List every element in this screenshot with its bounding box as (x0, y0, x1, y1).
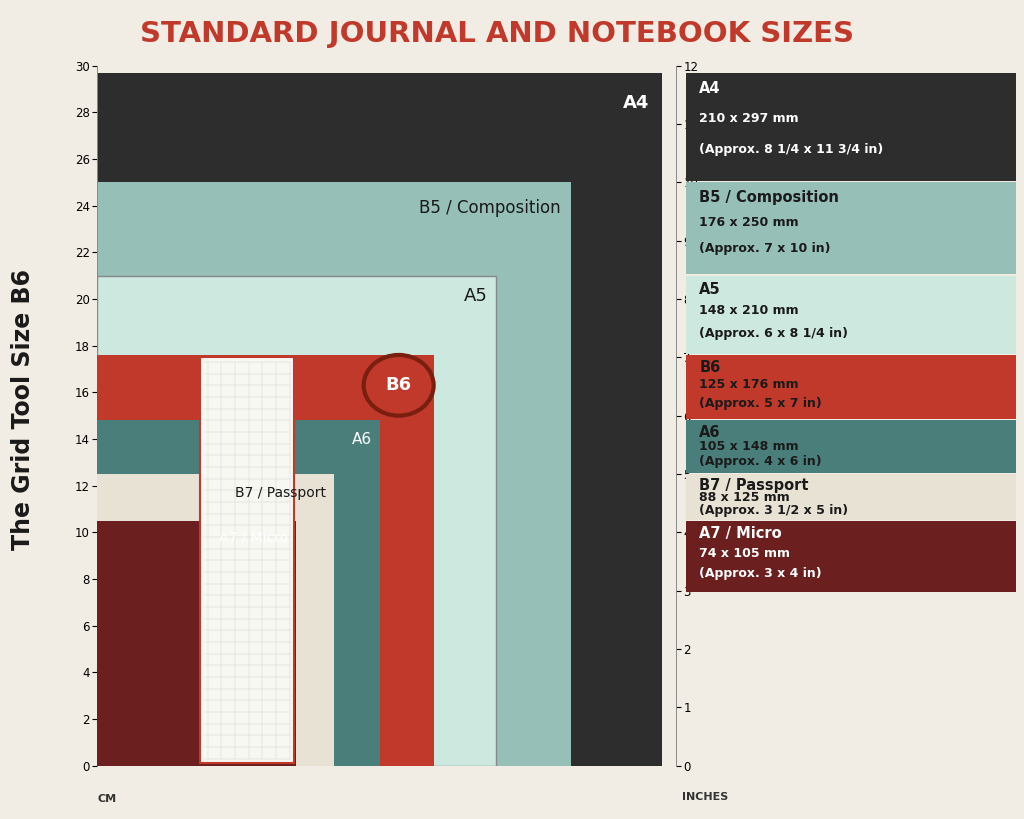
Text: (Approx. 5 x 7 in): (Approx. 5 x 7 in) (699, 396, 822, 410)
Bar (686, 474, 1016, 519)
Text: (Approx. 7 x 10 in): (Approx. 7 x 10 in) (699, 242, 830, 256)
Text: B7 / Passport: B7 / Passport (236, 486, 326, 500)
Text: A5: A5 (699, 282, 721, 296)
Text: (Approx. 4 x 6 in): (Approx. 4 x 6 in) (699, 455, 822, 468)
Text: (Approx. 8 1/4 x 11 3/4 in): (Approx. 8 1/4 x 11 3/4 in) (699, 143, 884, 156)
Text: 125 x 176 mm: 125 x 176 mm (699, 378, 799, 391)
Text: A4: A4 (699, 81, 721, 96)
Bar (686, 355, 1016, 419)
Bar (200, 357, 294, 763)
Bar (97, 474, 334, 766)
Bar (97, 521, 296, 766)
Text: A6: A6 (351, 432, 372, 447)
Text: The Grid Tool Size B6: The Grid Tool Size B6 (10, 269, 35, 550)
Text: 74 x 105 mm: 74 x 105 mm (699, 547, 791, 559)
Text: STANDARD JOURNAL AND NOTEBOOK SIZES: STANDARD JOURNAL AND NOTEBOOK SIZES (139, 20, 854, 48)
Bar (686, 420, 1016, 473)
Text: 210 x 297 mm: 210 x 297 mm (699, 112, 799, 125)
Text: 105 x 148 mm: 105 x 148 mm (699, 440, 799, 453)
Text: (Approx. 6 x 8 1/4 in): (Approx. 6 x 8 1/4 in) (699, 327, 848, 340)
Text: B6: B6 (699, 360, 721, 375)
Text: A4: A4 (623, 93, 649, 111)
Text: B7 / Passport: B7 / Passport (699, 477, 809, 493)
Bar (686, 276, 1016, 354)
Text: A7 / Micro: A7 / Micro (219, 530, 289, 544)
Text: INCHES: INCHES (682, 792, 728, 803)
Text: 176 x 250 mm: 176 x 250 mm (699, 216, 799, 229)
Bar (97, 276, 496, 766)
Text: B6: B6 (386, 376, 412, 394)
Bar (686, 521, 1016, 592)
Text: 88 x 125 mm: 88 x 125 mm (699, 491, 791, 504)
Text: 148 x 210 mm: 148 x 210 mm (699, 304, 799, 317)
Text: CM: CM (97, 794, 117, 803)
Bar (97, 420, 380, 766)
Bar (686, 73, 1016, 181)
Text: (Approx. 3 1/2 x 5 in): (Approx. 3 1/2 x 5 in) (699, 504, 849, 517)
Bar (686, 183, 1016, 274)
Text: B5 / Composition: B5 / Composition (699, 190, 839, 205)
Text: A7 / Micro: A7 / Micro (699, 527, 782, 541)
Text: A6: A6 (699, 424, 721, 440)
Text: B5 / Composition: B5 / Composition (419, 198, 560, 216)
Bar (97, 355, 433, 766)
Text: (Approx. 3 x 4 in): (Approx. 3 x 4 in) (699, 567, 822, 580)
Text: A5: A5 (464, 287, 487, 305)
Bar (97, 183, 571, 766)
Circle shape (364, 355, 433, 416)
